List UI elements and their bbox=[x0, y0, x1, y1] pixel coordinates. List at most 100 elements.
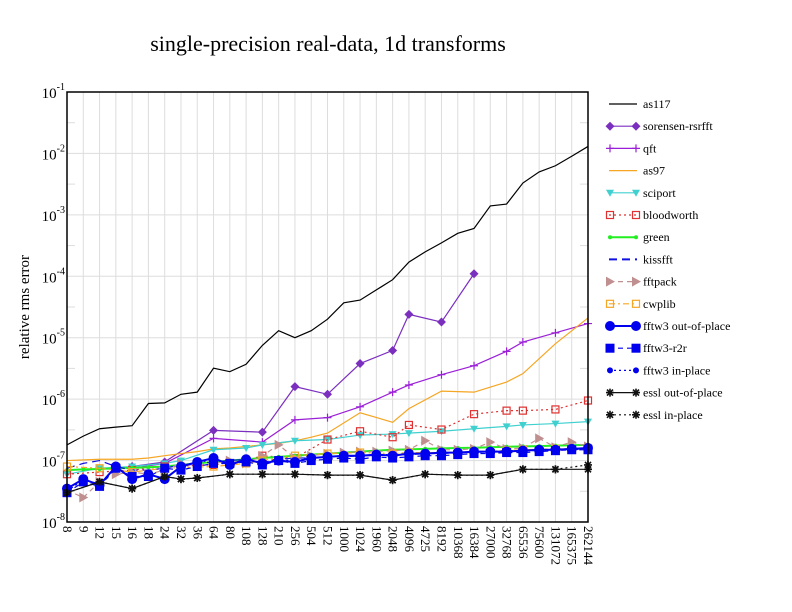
data-point bbox=[551, 465, 560, 474]
x-tick-label: 128 bbox=[255, 526, 270, 546]
x-tick-label: 80 bbox=[223, 526, 238, 539]
data-point bbox=[389, 451, 396, 458]
x-tick-label: 1000 bbox=[337, 526, 352, 552]
x-tick-label: 32 bbox=[174, 526, 189, 539]
data-point bbox=[194, 459, 201, 466]
data-point bbox=[633, 367, 639, 374]
data-point bbox=[388, 388, 397, 397]
data-point bbox=[290, 437, 299, 445]
legend-label: essl in-place bbox=[643, 408, 703, 422]
data-point bbox=[404, 452, 414, 462]
legend-label: kissfft bbox=[643, 252, 673, 266]
data-point bbox=[404, 380, 413, 389]
data-point bbox=[632, 388, 640, 397]
y-tick-label: 10-4 bbox=[42, 266, 65, 286]
data-point bbox=[209, 458, 219, 468]
x-tick-label: 16384 bbox=[467, 526, 482, 559]
x-tick-label: 108 bbox=[239, 526, 254, 546]
data-point bbox=[259, 459, 266, 466]
data-point bbox=[469, 410, 479, 419]
data-point bbox=[243, 456, 250, 463]
legend-label: as117 bbox=[643, 97, 671, 111]
data-point bbox=[290, 382, 300, 392]
data-point bbox=[631, 299, 641, 308]
data-point bbox=[404, 309, 414, 319]
data-point bbox=[291, 458, 298, 465]
data-point bbox=[502, 347, 511, 356]
data-point bbox=[323, 389, 332, 399]
data-point bbox=[632, 144, 640, 153]
data-point bbox=[242, 445, 251, 453]
data-point bbox=[274, 439, 284, 450]
data-point bbox=[128, 484, 137, 493]
y-tick-label: 10-6 bbox=[42, 389, 65, 409]
data-point bbox=[503, 447, 510, 454]
data-point bbox=[437, 428, 446, 436]
data-point bbox=[209, 425, 219, 435]
data-point bbox=[192, 462, 202, 472]
series-as117 bbox=[66, 145, 589, 446]
data-point bbox=[356, 432, 365, 440]
data-point bbox=[631, 121, 641, 131]
data-point bbox=[112, 464, 119, 471]
data-point bbox=[323, 471, 332, 480]
x-tick-label: 4725 bbox=[418, 526, 433, 552]
data-point bbox=[470, 361, 479, 370]
series-line bbox=[66, 145, 589, 446]
data-point bbox=[225, 470, 234, 479]
data-point bbox=[129, 475, 136, 482]
x-tick-label: 4096 bbox=[402, 526, 417, 553]
data-point bbox=[606, 144, 614, 153]
data-point bbox=[632, 410, 640, 419]
data-point bbox=[437, 425, 446, 434]
legend-label: green bbox=[643, 230, 670, 244]
legend-label: sorensen-rsrfft bbox=[643, 119, 713, 133]
series-essl-in-place bbox=[63, 460, 592, 497]
data-point bbox=[258, 470, 267, 479]
x-tick-label: 64 bbox=[207, 526, 222, 540]
chart-title: single-precision real-data, 1d transform… bbox=[150, 31, 506, 56]
x-tick-label: 24 bbox=[158, 526, 173, 540]
data-point bbox=[519, 447, 526, 454]
data-point bbox=[323, 413, 332, 422]
data-point bbox=[518, 406, 527, 415]
y-tick-label: 10-7 bbox=[42, 451, 65, 471]
data-point bbox=[470, 425, 479, 433]
x-tick-label: 8 bbox=[60, 526, 75, 533]
data-point bbox=[193, 474, 202, 483]
legend-item: essl in-place bbox=[606, 408, 703, 422]
x-tick-label: 10368 bbox=[451, 526, 466, 559]
data-point bbox=[551, 420, 560, 428]
data-point bbox=[257, 427, 267, 437]
data-point bbox=[605, 121, 615, 131]
y-tick-label: 10-1 bbox=[42, 82, 65, 102]
x-tick-label: 1024 bbox=[353, 526, 368, 553]
data-point bbox=[437, 370, 446, 379]
data-point bbox=[404, 420, 414, 430]
x-tick-label: 2048 bbox=[386, 526, 401, 552]
data-point bbox=[486, 437, 496, 448]
data-point bbox=[606, 410, 614, 419]
data-point bbox=[422, 450, 429, 457]
data-point bbox=[502, 406, 511, 415]
data-point bbox=[258, 450, 268, 461]
data-point bbox=[486, 471, 495, 480]
data-point bbox=[160, 472, 169, 481]
x-tick-label: 27000 bbox=[483, 526, 498, 559]
y-tick-label: 10-3 bbox=[42, 205, 65, 225]
data-point bbox=[95, 464, 104, 473]
data-point bbox=[421, 470, 430, 479]
data-point bbox=[552, 446, 559, 453]
data-point bbox=[632, 276, 641, 287]
data-point bbox=[438, 449, 445, 456]
legend-label: fftpack bbox=[643, 275, 677, 289]
data-point bbox=[258, 441, 267, 449]
legend-item: as97 bbox=[609, 164, 665, 178]
data-point bbox=[323, 435, 332, 444]
data-point bbox=[373, 451, 380, 458]
data-point bbox=[502, 423, 511, 431]
data-point bbox=[518, 465, 527, 474]
x-tick-label: 210 bbox=[272, 526, 287, 546]
data-point bbox=[568, 445, 575, 452]
